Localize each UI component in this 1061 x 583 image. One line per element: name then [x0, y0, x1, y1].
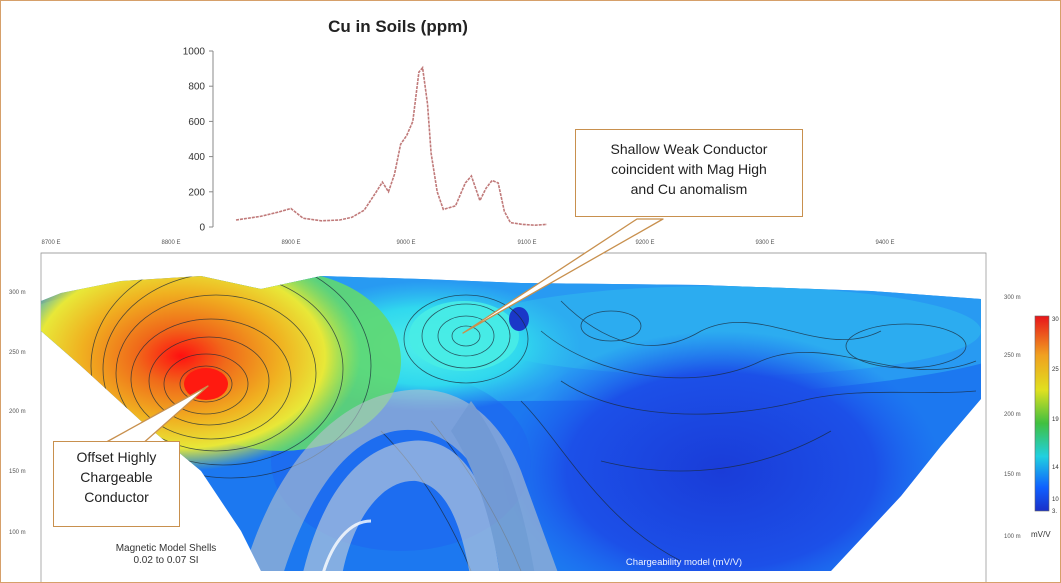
cu-y-tick-label: 0 — [199, 223, 205, 234]
section-y-tick-label-right: 250 m — [1004, 353, 1021, 359]
chargeability-label: Chargeability model (mV/V) — [626, 557, 742, 568]
colorbar-tick-label: 3. — [1052, 509, 1057, 515]
section-y-tick-label-left: 150 m — [9, 469, 26, 475]
section-x-tick-label: 9400 E — [875, 240, 894, 246]
section-y-tick-label-left: 100 m — [9, 530, 26, 536]
section-y-ticks-left: 300 m 250 m 200 m 150 m 100 m — [9, 290, 26, 536]
callout-line: Conductor — [84, 489, 149, 505]
callout-line: Shallow Weak Conductor — [610, 141, 768, 157]
colorbar-tick-label: 25 — [1052, 367, 1059, 373]
cu-y-tick-label: 400 — [188, 152, 205, 163]
colorbar-unit: mV/V — [1031, 530, 1051, 539]
section-y-tick-label-left: 200 m — [9, 409, 26, 415]
offset-conductor-callout: Offset Highly Chargeable Conductor — [53, 441, 180, 527]
section-x-tick-label: 9300 E — [755, 240, 774, 246]
shallow-conductor-callout: Shallow Weak Conductor coincident with M… — [575, 129, 803, 217]
cu-y-tick-label: 200 — [188, 187, 205, 198]
mag-shells-range: 0.02 to 0.07 SI — [133, 555, 198, 566]
cu-y-tick-label: 1000 — [183, 47, 206, 58]
shallow-callout-pointer — [462, 218, 664, 334]
section-plot-frame — [40, 252, 987, 582]
section-x-ticks: 8700 E 8800 E 8900 E 9000 E 9100 E 9200 E 9300… — [41, 240, 894, 246]
colorbar-tick-label: 19 — [1052, 417, 1059, 423]
callout-line: and Cu anomalism — [630, 181, 748, 197]
cu-y-tick-label: 600 — [188, 117, 205, 128]
section-x-tick-label: 9000 E — [396, 240, 415, 246]
section-y-tick-label-right: 100 m — [1004, 534, 1021, 540]
section-y-tick-label-left: 300 m — [9, 290, 26, 296]
colorbar-tick-label: 30 — [1052, 317, 1059, 323]
chargeability-heatmap — [41, 276, 981, 571]
cu-y-tick-label: 800 — [188, 82, 205, 93]
callout-line: Offset Highly — [76, 449, 157, 465]
cu-y-ticks: 0 200 400 600 800 1000 — [183, 47, 213, 234]
section-x-tick-label: 9100 E — [517, 240, 536, 246]
section-x-tick-label: 8700 E — [41, 240, 60, 246]
section-y-tick-label-left: 250 m — [9, 350, 26, 356]
cu-chart-title: Cu in Soils (ppm) — [328, 17, 468, 36]
section-y-tick-label-right: 200 m — [1004, 412, 1021, 418]
section-y-tick-label-right: 150 m — [1004, 472, 1021, 478]
section-x-tick-label: 8900 E — [281, 240, 300, 246]
colorbar-tick-label: 14 — [1052, 465, 1059, 471]
colorbar — [1034, 315, 1050, 512]
callout-line: Chargeable — [80, 469, 153, 485]
mag-shells-label: Magnetic Model Shells — [116, 543, 217, 554]
colorbar-tick-label: 10 — [1052, 497, 1059, 503]
section-x-tick-label: 9200 E — [635, 240, 654, 246]
callout-line: coincident with Mag High — [611, 161, 767, 177]
section-y-tick-label-right: 300 m — [1004, 295, 1021, 301]
section-y-ticks-right: 300 m 250 m 200 m 150 m 100 m — [1004, 295, 1021, 540]
cu-series-line — [235, 65, 548, 227]
colorbar-ticks: 30 25 19 14 10 3. — [1052, 317, 1059, 515]
section-x-tick-label: 8800 E — [161, 240, 180, 246]
